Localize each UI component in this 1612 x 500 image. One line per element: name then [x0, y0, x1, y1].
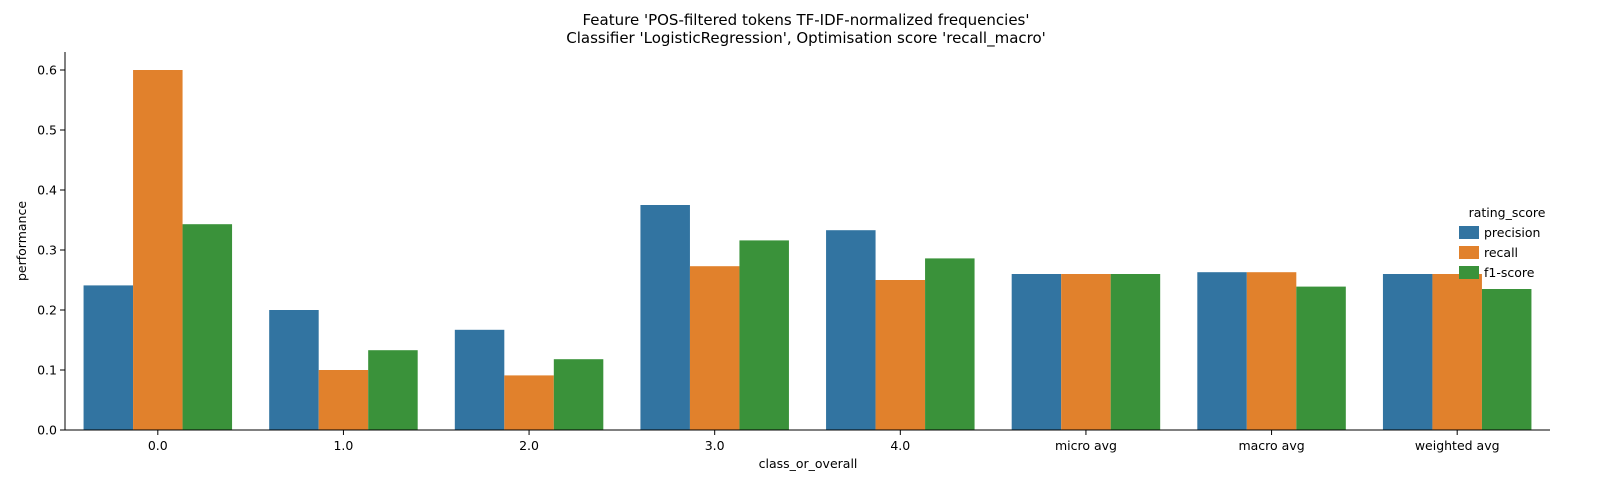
x-tick-label: 0.0	[148, 438, 168, 453]
bar-f1-score-macro-avg	[1296, 286, 1346, 430]
legend-label-f1-score: f1-score	[1484, 265, 1535, 280]
bar-recall-4.0	[875, 280, 926, 430]
legend-swatch-recall	[1459, 246, 1479, 259]
y-ticks-group: 0.0 0.1 0.2 0.3 0.4 0.5 0.6	[37, 63, 65, 438]
x-tick-label: macro avg	[1238, 438, 1304, 453]
bar-recall-0.0	[133, 70, 183, 430]
bar-recall-3.0	[689, 266, 740, 430]
bar-f1-score-weighted-avg	[1481, 289, 1532, 430]
x-tick-label: 4.0	[890, 438, 910, 453]
bar-precision-1.0	[269, 310, 319, 430]
x-tick-label: 2.0	[519, 438, 539, 453]
legend-label-recall: recall	[1484, 245, 1518, 260]
bar-precision-0.0	[83, 285, 134, 430]
x-tick-label: 1.0	[333, 438, 353, 453]
bar-precision-4.0	[826, 230, 876, 430]
y-tick-label: 0.0	[37, 423, 57, 438]
bar-recall-2.0	[504, 375, 554, 430]
bar-f1-score-0.0	[182, 224, 233, 430]
legend-swatch-f1-score	[1459, 266, 1479, 279]
x-tick-label: micro avg	[1055, 438, 1117, 453]
y-tick-label: 0.3	[37, 243, 57, 258]
y-tick-label: 0.4	[37, 183, 57, 198]
y-axis-label: performance	[14, 201, 29, 281]
y-tick-label: 0.2	[37, 303, 57, 318]
bar-recall-macro-avg	[1246, 272, 1297, 430]
x-tick-label: weighted avg	[1415, 438, 1500, 453]
bar-precision-3.0	[640, 205, 690, 430]
legend-label-precision: precision	[1484, 225, 1540, 240]
legend-title: rating_score	[1469, 205, 1546, 220]
bar-precision-weighted-avg	[1382, 274, 1433, 430]
x-ticks-group: 0.0 1.0 2.0 3.0 4.0 micro avg macro avg weighte…	[148, 430, 1500, 453]
bar-f1-score-4.0	[925, 258, 975, 430]
chart-title: Feature 'POS-filtered tokens TF-IDF-norm…	[583, 11, 1030, 29]
legend: rating_score precision recall f1-score	[1459, 205, 1546, 280]
bar-f1-score-2.0	[553, 359, 604, 430]
bar-precision-macro-avg	[1197, 272, 1247, 430]
bar-f1-score-1.0	[368, 350, 418, 430]
bars-group	[83, 70, 1532, 430]
bar-precision-2.0	[454, 329, 505, 430]
bar-f1-score-micro-avg	[1110, 274, 1161, 430]
x-axis-label: class_or_overall	[759, 456, 858, 471]
bar-recall-micro-avg	[1061, 274, 1111, 430]
bar-recall-weighted-avg	[1432, 274, 1482, 430]
chart-subtitle: Classifier 'LogisticRegression', Optimis…	[566, 29, 1046, 48]
bar-recall-1.0	[318, 370, 369, 430]
legend-swatch-precision	[1459, 226, 1479, 239]
x-tick-label: 3.0	[705, 438, 725, 453]
bar-precision-micro-avg	[1011, 274, 1062, 430]
y-tick-label: 0.5	[37, 123, 57, 138]
bar-f1-score-3.0	[739, 240, 789, 430]
y-tick-label: 0.6	[37, 63, 57, 78]
y-tick-label: 0.1	[37, 363, 57, 378]
